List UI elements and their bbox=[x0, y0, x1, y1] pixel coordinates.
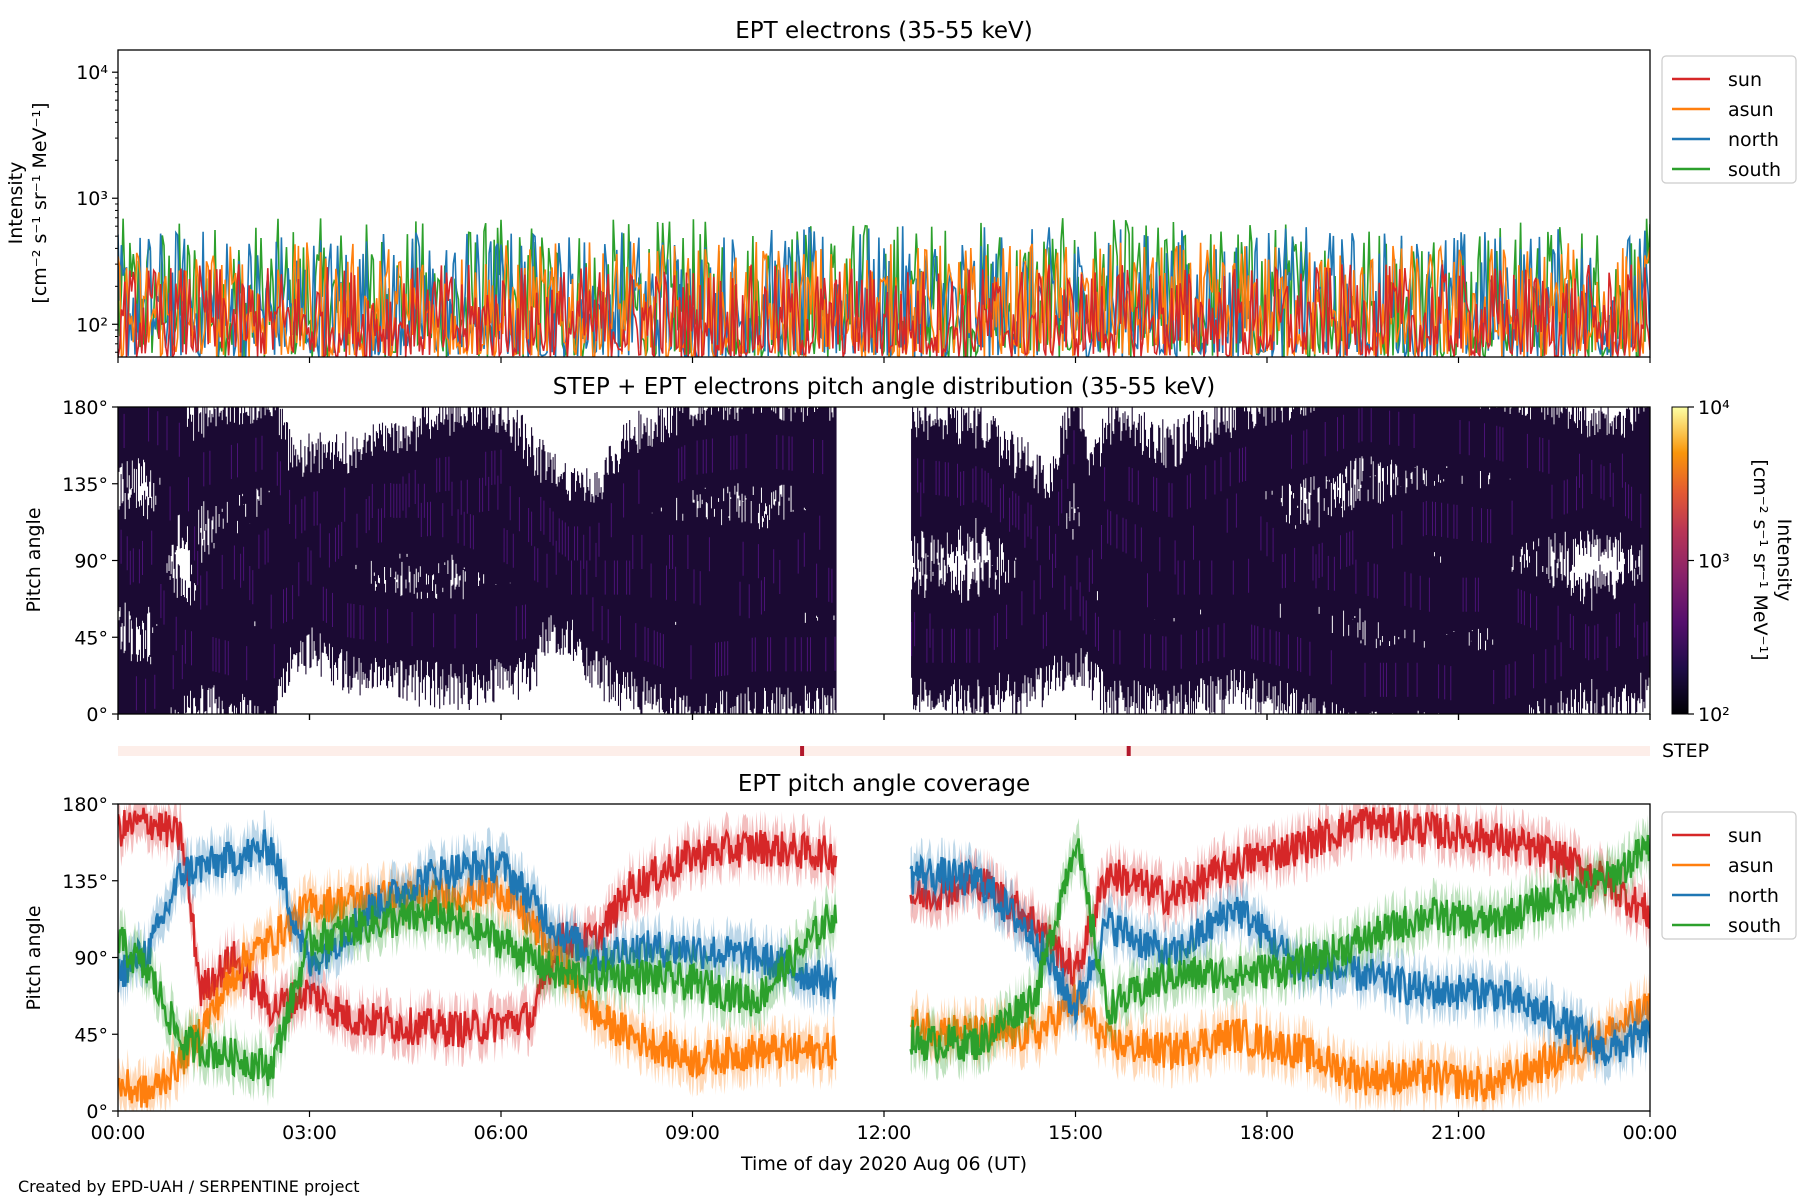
xtick-label: 12:00 bbox=[857, 1122, 912, 1144]
legend-box bbox=[1661, 811, 1797, 940]
colorbar-ticks: 10² 10³ 10⁴ bbox=[1688, 397, 1730, 726]
ytick-label: 180° bbox=[62, 397, 108, 419]
colorbar-tick-label: 10³ bbox=[1698, 551, 1730, 573]
panel1-legend: sun asun north south bbox=[1661, 55, 1797, 184]
panel2-yticks: 0° 45° 90° 135° 180° bbox=[62, 397, 118, 726]
panel1-ytick-label: 10² bbox=[76, 314, 108, 336]
panel4-ylabel: Pitch angle bbox=[23, 905, 45, 1010]
xtick-label: 21:00 bbox=[1431, 1122, 1486, 1144]
panel1-title: EPT electrons (35-55 keV) bbox=[735, 18, 1032, 44]
panel4-title: EPT pitch angle coverage bbox=[738, 771, 1030, 797]
step-marker bbox=[800, 746, 805, 756]
step-marker bbox=[1126, 746, 1131, 756]
legend-label-asun: asun bbox=[1728, 99, 1774, 121]
xtick-label: 18:00 bbox=[1240, 1122, 1295, 1144]
colorbar bbox=[1671, 406, 1689, 715]
panel2-title: STEP + EPT electrons pitch angle distrib… bbox=[553, 374, 1215, 400]
panel4-band-north bbox=[910, 837, 1650, 1087]
panel4-series-layer bbox=[118, 804, 1650, 1111]
panel4-xlabel: Time of day 2020 Aug 06 (UT) bbox=[740, 1153, 1027, 1175]
legend-label-south: south bbox=[1728, 159, 1781, 181]
panel1-ylabel-unit: [cm⁻² s⁻¹ sr⁻¹ MeV⁻¹] bbox=[29, 102, 51, 303]
legend-label-south: south bbox=[1728, 915, 1781, 937]
legend-label-north: north bbox=[1728, 129, 1779, 151]
panel1-series-sun-line bbox=[118, 264, 1650, 357]
panel1-yticks: 10² 10³ 10⁴ bbox=[76, 62, 118, 353]
ytick-label: 45° bbox=[74, 1024, 108, 1046]
colorbar-label-unit: [cm⁻² s⁻¹ sr⁻¹ MeV⁻¹] bbox=[1749, 459, 1771, 660]
panel4-yticks: 0° 45° 90° 135° 180° bbox=[62, 794, 118, 1123]
step-markers bbox=[117, 714, 1651, 756]
panel1-ytick-label: 10³ bbox=[76, 188, 108, 210]
panel2-heatmap-columns bbox=[118, 407, 1650, 714]
panel4-series-south-line bbox=[118, 896, 838, 1087]
step-timeline-bar bbox=[118, 746, 1650, 756]
panel4-series-north-line bbox=[909, 853, 1650, 1067]
panel2-ylabel: Pitch angle bbox=[23, 507, 45, 612]
ytick-label: 0° bbox=[86, 1101, 108, 1123]
panel4-series-south-line bbox=[909, 834, 1650, 1065]
colorbar-label: Intensity bbox=[1773, 519, 1795, 602]
xtick-label: 00:00 bbox=[1623, 1122, 1678, 1144]
xtick-label: 03:00 bbox=[282, 1122, 337, 1144]
step-label: STEP bbox=[1662, 740, 1709, 762]
credit-footer: Created by EPD-UAH / SERPENTINE project bbox=[18, 1177, 360, 1196]
ytick-label: 45° bbox=[74, 627, 108, 649]
panel4-legend: sun asun north south bbox=[1661, 811, 1797, 940]
panel4-series-sun-line bbox=[909, 807, 1650, 987]
panel1-xticks bbox=[117, 357, 1651, 363]
legend-label-north: north bbox=[1728, 885, 1779, 907]
legend-box bbox=[1661, 55, 1797, 184]
panel4-band-south bbox=[910, 814, 1650, 1082]
ytick-label: 135° bbox=[62, 871, 108, 893]
panel4-series-asun-line bbox=[118, 872, 838, 1108]
ytick-label: 90° bbox=[74, 551, 108, 573]
panel4-band-north bbox=[118, 810, 837, 1020]
xtick-label: 15:00 bbox=[1048, 1122, 1103, 1144]
ytick-label: 135° bbox=[62, 474, 108, 496]
panel1-ylabel: Intensity bbox=[5, 162, 27, 245]
panel2-heatmap-layer bbox=[118, 407, 1650, 714]
panel1-series-asun-line bbox=[118, 241, 1650, 357]
panel1-ytick-label: 10⁴ bbox=[76, 62, 108, 84]
ytick-label: 90° bbox=[74, 948, 108, 970]
legend-label-sun: sun bbox=[1728, 69, 1762, 91]
legend-label-sun: sun bbox=[1728, 825, 1762, 847]
panel1-ylabel-group: Intensity [cm⁻² s⁻¹ sr⁻¹ MeV⁻¹] bbox=[5, 102, 51, 303]
colorbar-tick-label: 10⁴ bbox=[1698, 397, 1730, 419]
panel4-series-sun-line bbox=[118, 807, 838, 1049]
colorbar-tick-label: 10² bbox=[1698, 704, 1730, 726]
panel4-series-asun-line bbox=[909, 984, 1650, 1102]
xtick-label: 06:00 bbox=[474, 1122, 529, 1144]
panel4-xticks: 00:00 03:00 06:00 09:00 12:00 15:00 18:00 21:00… bbox=[91, 1111, 1678, 1144]
panel1-series-layer bbox=[118, 218, 1650, 357]
legend-label-asun: asun bbox=[1728, 855, 1774, 877]
xtick-label: 00:00 bbox=[91, 1122, 146, 1144]
ytick-label: 180° bbox=[62, 794, 108, 816]
colorbar-label-group: Intensity [cm⁻² s⁻¹ sr⁻¹ MeV⁻¹] bbox=[1749, 459, 1795, 660]
xtick-label: 09:00 bbox=[665, 1122, 720, 1144]
ytick-label: 0° bbox=[86, 704, 108, 726]
panel4-series-north-line bbox=[118, 829, 838, 1000]
panel2-heatmap-highlights bbox=[118, 407, 1648, 713]
